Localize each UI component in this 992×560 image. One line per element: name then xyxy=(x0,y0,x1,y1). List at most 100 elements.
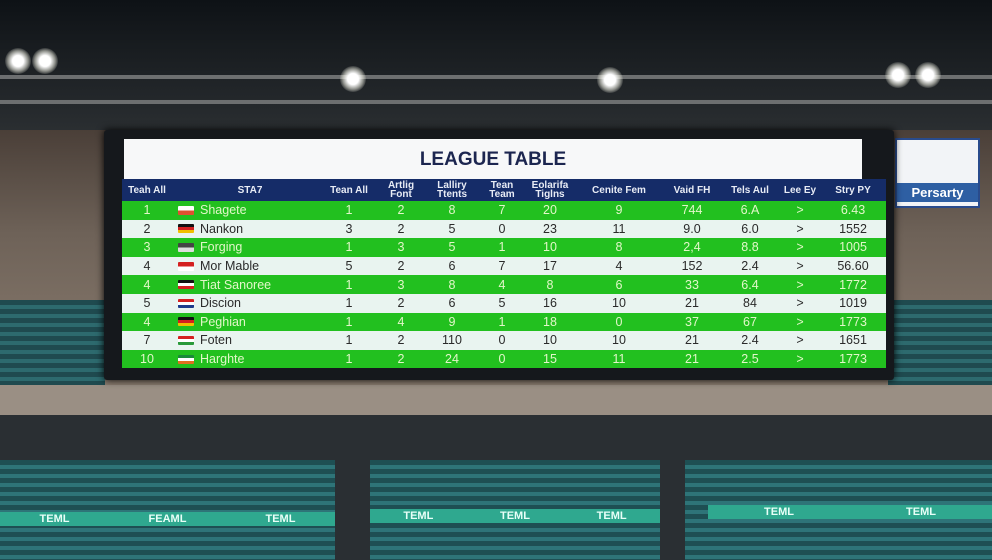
banner-text: TEML xyxy=(39,513,70,525)
flag-icon xyxy=(178,317,194,327)
stat-cell: 1 xyxy=(345,240,353,255)
stat-cell: 6.A xyxy=(740,203,760,218)
column-header: Lalliry Ttents xyxy=(437,180,467,200)
table-row: 7 Foten 1 2 110 0 10 10 21 2.4 >1651 xyxy=(122,331,886,350)
lower-stand xyxy=(0,460,335,560)
stat-cell: 0 xyxy=(615,314,623,329)
stat-cell: 7 xyxy=(498,259,506,274)
team-name: Nankon xyxy=(200,221,244,236)
stat-cell: > xyxy=(796,259,804,274)
stat-cell: 8 xyxy=(448,203,456,218)
stadium-roof xyxy=(0,0,992,130)
stat-cell: > xyxy=(796,314,804,329)
stat-cell: 2 xyxy=(397,259,405,274)
table-row: 10 Harghte 1 2 24 0 15 11 21 2.5 >1773 xyxy=(122,349,886,369)
column-header: Tels Aul xyxy=(731,184,769,196)
banner-text: TEML xyxy=(596,510,627,522)
column-header: Artlig Font xyxy=(387,180,415,200)
stat-cell: 1773 xyxy=(839,352,867,367)
stat-cell: 0 xyxy=(498,333,506,348)
stat-cell: 1772 xyxy=(839,277,867,292)
team-cell: Nankon xyxy=(172,222,322,236)
stat-cell: 110 xyxy=(442,333,462,348)
flag-icon xyxy=(178,298,194,308)
stat-cell: 5 xyxy=(345,259,353,274)
stat-cell: 6.43 xyxy=(840,203,866,218)
stat-cell: 1 xyxy=(498,240,506,255)
floodlight xyxy=(5,48,31,74)
team-cell: Tiat Sanoree xyxy=(172,278,322,292)
table-row: 1 Shagete 1 2 8 7 20 9 744 6.A >6.43 xyxy=(122,201,886,220)
stat-cell: > xyxy=(796,277,804,292)
team-name: Harghte xyxy=(200,352,245,367)
stat-cell: 2.4 xyxy=(741,259,759,274)
team-cell: Peghian xyxy=(172,315,322,329)
scoreboard: LEAGUE TABLE Teah All STA7 Tean All Artlig … xyxy=(104,130,894,380)
stat-cell: 2,4 xyxy=(683,240,701,255)
stat-cell: 1 xyxy=(345,277,353,292)
stat-cell: 5 xyxy=(448,240,456,255)
team-name: Discion xyxy=(200,296,241,311)
column-header: Tean All xyxy=(330,184,368,196)
stat-cell: 1005 xyxy=(839,240,867,255)
team-cell: Discion xyxy=(172,296,322,310)
stat-cell: 1773 xyxy=(839,314,867,329)
stat-cell: > xyxy=(796,352,804,367)
rank: 4 xyxy=(143,259,151,274)
stat-cell: 11 xyxy=(612,221,626,236)
stat-cell: > xyxy=(796,296,804,311)
stat-cell: 6 xyxy=(448,259,456,274)
team-name: Tiat Sanoree xyxy=(200,277,272,292)
team-cell: Harghte xyxy=(172,352,322,366)
stat-cell: 21 xyxy=(685,296,699,311)
stat-cell: 1 xyxy=(345,333,353,348)
team-name: Mor Mable xyxy=(200,259,260,274)
stat-cell: 8.8 xyxy=(741,240,759,255)
floodlight xyxy=(597,67,623,93)
banner-text: TEML xyxy=(764,506,794,518)
column-header: Vaid FH xyxy=(673,184,711,196)
stat-cell: 37 xyxy=(685,314,699,329)
stat-cell: 11 xyxy=(612,352,626,367)
stat-cell: 1552 xyxy=(839,221,867,236)
team-name: Forging xyxy=(200,240,243,255)
flag-icon xyxy=(178,261,194,271)
table-row: 5 Discion 1 2 6 5 16 10 21 84 >1019 xyxy=(122,293,886,313)
table-row: 3 Forging 1 3 5 1 10 8 2,4 8.8 >1005 xyxy=(122,238,886,257)
stat-cell: 152 xyxy=(681,259,703,274)
stat-cell: 5 xyxy=(448,221,456,236)
rank: 2 xyxy=(143,221,151,236)
stat-cell: 8 xyxy=(615,240,623,255)
stat-cell: 5 xyxy=(498,296,506,311)
league-table: Teah All STA7 Tean All Artlig Font Lalliry T… xyxy=(122,179,886,369)
banner-text: TEML xyxy=(265,513,296,525)
stat-cell: 6.0 xyxy=(741,221,759,236)
concourse-ledge xyxy=(0,385,992,415)
banner-text: TEML xyxy=(500,510,530,522)
column-header: Teah All xyxy=(128,184,166,196)
stat-cell: 84 xyxy=(743,296,757,311)
floodlight xyxy=(885,62,911,88)
stat-cell: 2.5 xyxy=(741,352,759,367)
flag-icon xyxy=(178,280,194,290)
stat-cell: 9.0 xyxy=(683,221,701,236)
stat-cell: 10 xyxy=(543,240,557,255)
flag-icon xyxy=(178,335,194,345)
stat-cell: 1 xyxy=(345,314,353,329)
team-cell: Foten xyxy=(172,333,322,347)
stat-cell: 3 xyxy=(397,240,405,255)
team-cell: Forging xyxy=(172,240,322,254)
stat-cell: 0 xyxy=(498,352,506,367)
ad-banner: Persarty xyxy=(895,138,980,208)
stat-cell: 16 xyxy=(543,296,557,311)
stat-cell: 4 xyxy=(498,277,506,292)
stat-cell: 2 xyxy=(397,352,405,367)
stat-cell: 24 xyxy=(445,352,459,367)
flag-icon xyxy=(178,242,194,252)
stat-cell: 1 xyxy=(345,296,353,311)
table-row: 2 Nankon 3 2 5 0 23 11 9.0 6.0 >1552 xyxy=(122,219,886,239)
stand-banner: TEML FEAML TEML xyxy=(0,512,335,526)
stat-cell: > xyxy=(796,333,804,348)
team-cell: Shagete xyxy=(172,203,322,217)
rank: 4 xyxy=(143,314,151,329)
